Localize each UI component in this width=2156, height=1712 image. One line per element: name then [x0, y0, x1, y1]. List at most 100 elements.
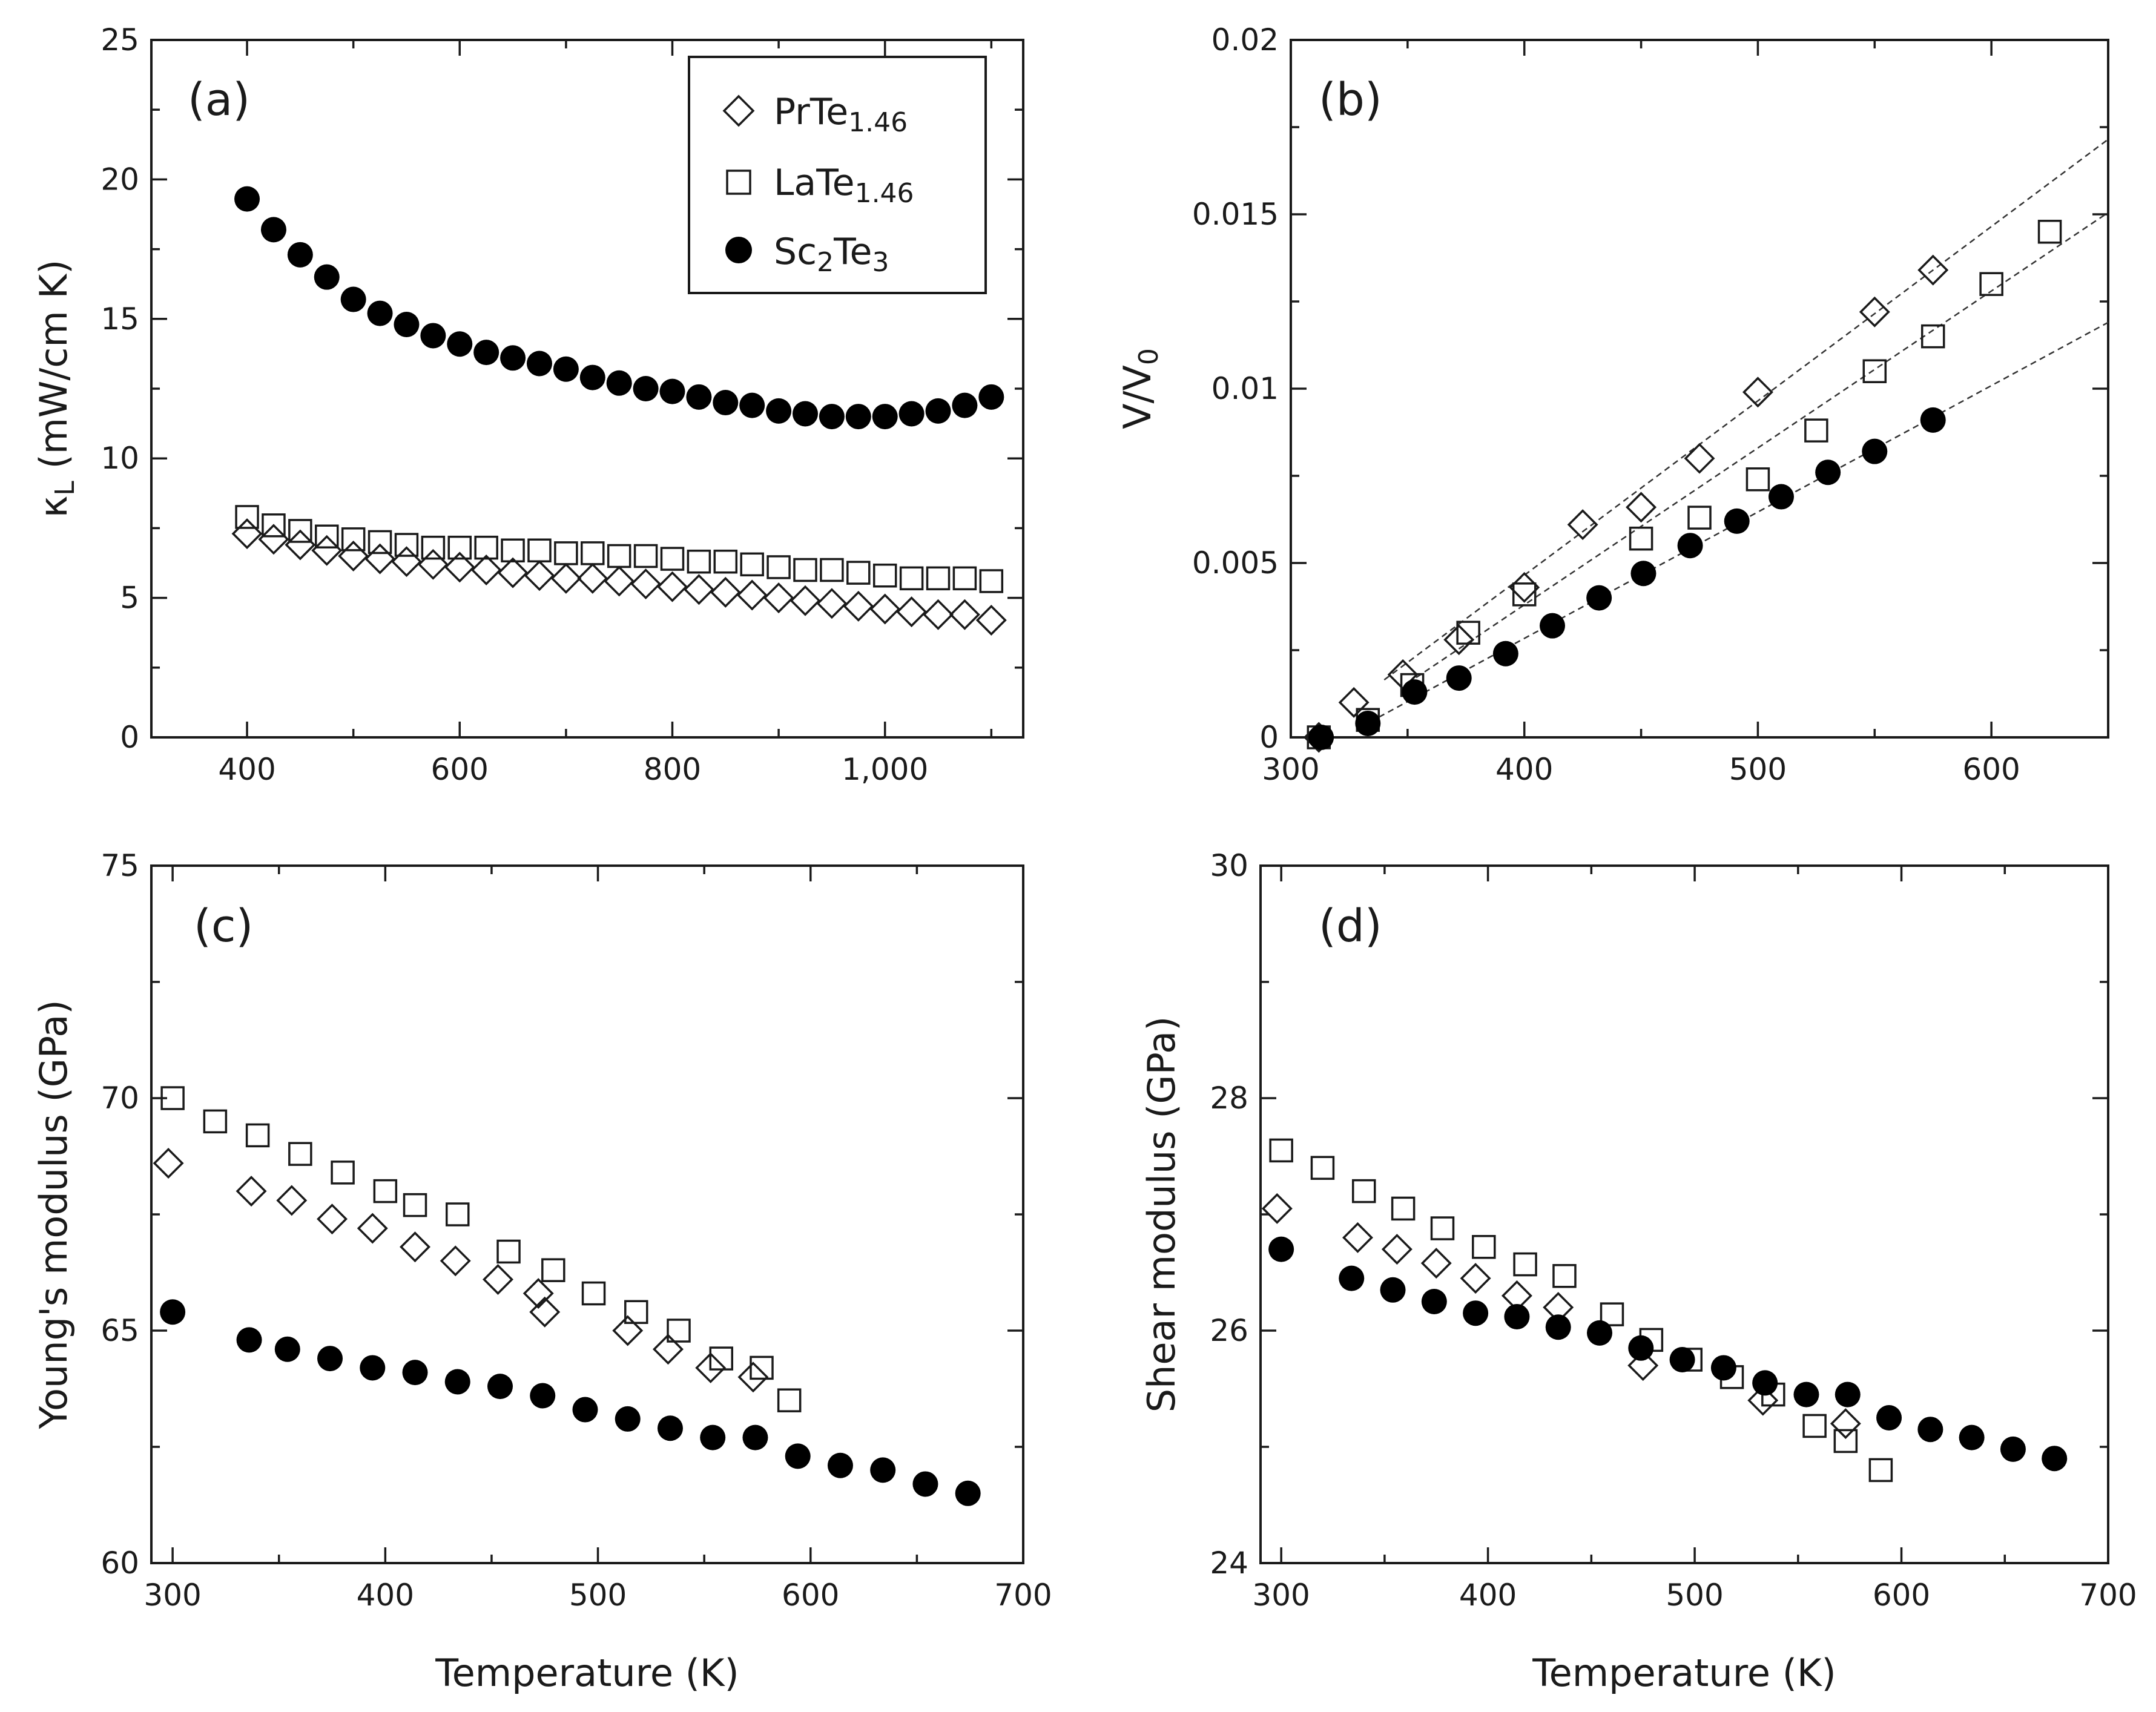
panel-c-x-axis-label: Temperature (K) [435, 1651, 739, 1695]
panel-d-point-late [1269, 1138, 1293, 1163]
panel-c-point-prte [695, 1352, 727, 1383]
panel-a-point-sc2te3 [553, 356, 579, 382]
panel-c-y-tick-label: 75 [101, 848, 139, 883]
panel-d-point-sc2te3 [1669, 1347, 1695, 1372]
panel-a-point-sc2te3 [766, 398, 792, 424]
panel-c-point-late [160, 1086, 185, 1110]
panel-c-point-prte [317, 1203, 348, 1235]
legend-label-sc2te3: Sc2Te3 [774, 231, 889, 278]
panel-a-point-prte [869, 593, 901, 625]
panel-d-y-tick-label: 30 [1210, 848, 1248, 883]
panel-c-point-prte [276, 1185, 308, 1216]
panel-a-y-tick-label: 5 [120, 581, 139, 616]
panel-a-point-late [793, 558, 817, 582]
panel-b-point-sc2te3 [1492, 640, 1518, 667]
panel-a-y-axis-label: κL (mW/cm K) [31, 260, 81, 518]
panel-d-point-late [1868, 1458, 1893, 1483]
panel-a-point-late [527, 538, 552, 563]
panel-c-point-sc2te3 [742, 1424, 768, 1450]
panel-d-plot-frame [1259, 864, 2109, 1564]
panel-a-kappa-vs-temperature: (a) κL (mW/cm K) 400 600 800 1,000 0 5 10 15 20 2… [31, 22, 1024, 787]
panel-d-point-late [1430, 1216, 1455, 1240]
panel-b-point-prte [1338, 686, 1370, 718]
panel-a-point-prte [763, 582, 794, 614]
panel-c-point-late [446, 1202, 470, 1226]
panel-a-point-prte [497, 557, 529, 588]
panel-a-point-sc2te3 [340, 286, 366, 312]
panel-a-point-late [447, 535, 472, 560]
panel-a-point-late [581, 541, 605, 565]
panel-d-point-prte [1342, 1222, 1373, 1253]
panel-c-point-prte [523, 1278, 554, 1309]
panel-c-y-tick-label: 70 [101, 1081, 139, 1116]
panel-c-point-sc2te3 [160, 1299, 186, 1325]
panel-b-point-sc2te3 [1815, 459, 1841, 486]
panel-c-x-tick-label: 300 [143, 1578, 201, 1613]
panel-a-point-prte [470, 555, 502, 585]
panel-d-point-sc2te3 [1545, 1314, 1571, 1340]
panel-d-point-late [1513, 1252, 1537, 1277]
panel-a-point-late [235, 505, 259, 529]
panel-b-point-sc2te3 [1586, 585, 1612, 611]
panel-a-x-tick-label: 1,000 [842, 752, 928, 787]
panel-a-point-prte [550, 562, 582, 594]
panel-d-point-sc2te3 [1504, 1303, 1530, 1329]
panel-c-label: (c) [194, 900, 253, 952]
panel-c-point-late [777, 1388, 802, 1412]
panel-b-point-late [1862, 359, 1887, 383]
panel-b-fit-line [1383, 139, 2109, 680]
panel-d-point-prte [1420, 1248, 1452, 1279]
panel-a-point-prte [790, 585, 821, 616]
panel-a-point-sc2te3 [793, 401, 818, 427]
panel-a-x-tick-label: 600 [431, 752, 489, 787]
panel-b-point-late [1746, 467, 1770, 492]
panel-c-point-sc2te3 [870, 1457, 896, 1483]
panel-c-point-prte [400, 1231, 430, 1263]
panel-d-y-axis-label: Shear modulus (GPa) [1139, 1016, 1184, 1413]
legend-square-marker [726, 170, 751, 195]
panel-b-point-late [1979, 272, 2003, 296]
panel-b-point-late [1512, 582, 1537, 607]
panel-c-point-sc2te3 [955, 1480, 981, 1506]
panel-a-point-prte [816, 588, 848, 619]
panel-a-point-late [421, 535, 446, 560]
panel-a-point-late [288, 519, 312, 543]
panel-d-point-sc2te3 [1421, 1289, 1447, 1314]
panel-d-point-sc2te3 [1959, 1424, 1985, 1450]
panel-a-point-sc2te3 [394, 312, 420, 338]
panel-d-point-sc2te3 [1876, 1405, 1902, 1431]
panel-a-point-late [766, 555, 791, 579]
panel-c-x-tick-label: 700 [994, 1578, 1052, 1613]
panel-d-point-late [1472, 1235, 1496, 1259]
panel-a-point-sc2te3 [978, 384, 1004, 410]
panel-c-point-late [624, 1300, 648, 1325]
panel-a-point-late [341, 527, 366, 551]
panel-a-point-prte [949, 599, 980, 630]
legend-entry-prte: PrTe1.46 [722, 91, 908, 138]
panel-a-point-sc2te3 [526, 351, 552, 377]
panel-a-point-late [315, 524, 339, 548]
panel-c-point-sc2te3 [785, 1443, 811, 1469]
panel-d-x-tick-label: 300 [1252, 1578, 1310, 1613]
panel-b-x-tick-label: 600 [1962, 752, 2020, 787]
panel-c-point-late [541, 1258, 565, 1282]
panel-a-point-prte [338, 541, 369, 571]
panel-c-point-sc2te3 [657, 1415, 683, 1441]
panel-c-point-prte [737, 1361, 769, 1393]
panel-a-point-late [820, 558, 844, 582]
panel-b-point-sc2te3 [1920, 407, 1946, 433]
panel-c-point-sc2te3 [317, 1346, 343, 1372]
panel-a-point-prte [710, 576, 741, 608]
panel-a-point-sc2te3 [367, 300, 393, 326]
panel-a-point-sc2te3 [473, 340, 499, 366]
panel-b-point-prte [1567, 509, 1598, 541]
panel-a-point-sc2te3 [872, 404, 898, 430]
panel-c-point-sc2te3 [530, 1383, 556, 1409]
panel-b-point-late [1629, 526, 1653, 551]
panel-d-point-late [1391, 1196, 1416, 1221]
panel-a-point-late [740, 552, 764, 577]
panel-a-point-sc2te3 [633, 376, 659, 401]
panel-b-point-sc2te3 [1862, 438, 1888, 464]
panel-c-point-late [709, 1346, 734, 1371]
